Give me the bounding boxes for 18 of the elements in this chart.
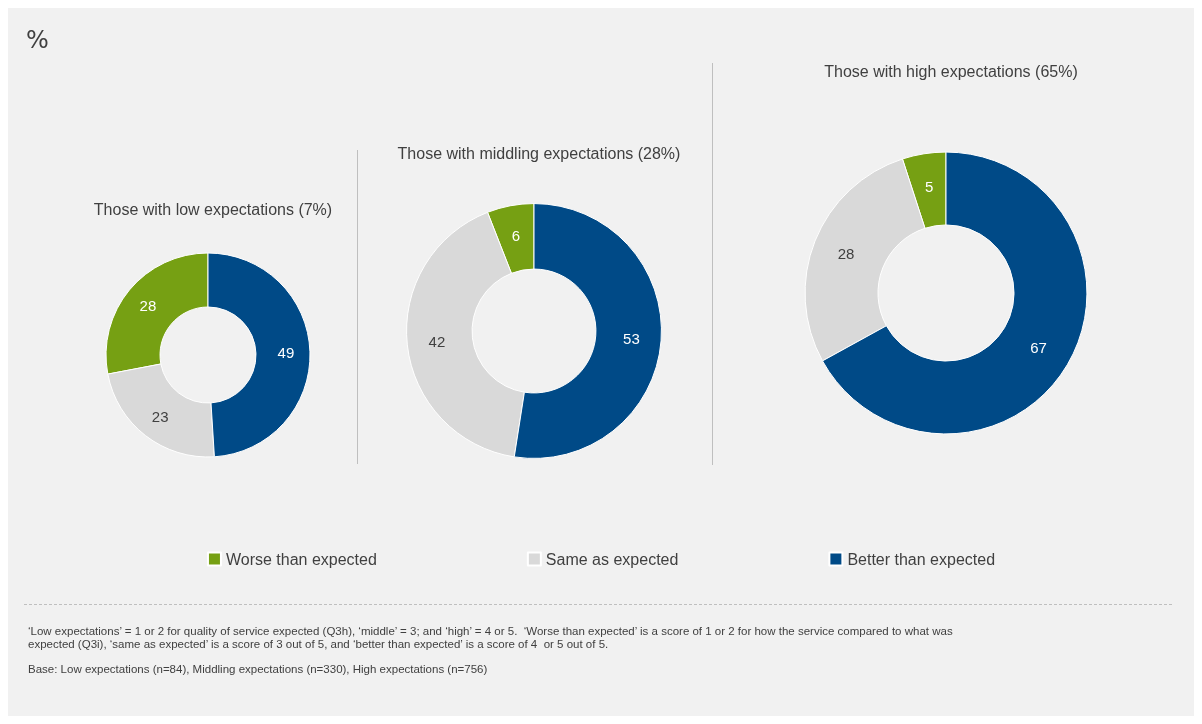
- data-label: 42: [428, 333, 446, 351]
- chart-title: Those with high expectations (65%): [824, 62, 1078, 80]
- chart-title: Those with middling expectations (28%): [397, 144, 681, 162]
- data-label: 28: [139, 296, 157, 314]
- legend-label: Better than expected: [847, 550, 996, 568]
- text: %: [26, 26, 49, 54]
- text: Base: Low expectations (n=84), Middling expectations (n=330), High expectations (n=756): [28, 662, 488, 675]
- data-label: 49: [277, 344, 295, 362]
- data-label: 5: [925, 178, 934, 196]
- data-label: 23: [151, 408, 169, 426]
- legend-label: Worse than expected: [225, 550, 377, 568]
- text: ‘Low expectations’ = 1 or 2 for quality of service expected (Q3h), ‘middle’ = 3; and ‘high’ = 4 or 5. ‘Worse than expected’ is a score of 1 or 2 for how the service compared to what was expected (Q3i), ‘same as expected’ is a score of 3 out of 5, and ‘better than expected’ is a score of 4 or 5 out of 5.: [28, 624, 956, 650]
- data-label: 6: [511, 226, 521, 244]
- data-label: 53: [623, 330, 640, 348]
- legend-label: Same as expected: [545, 550, 679, 568]
- data-label: 28: [837, 244, 855, 262]
- data-label: 67: [1030, 339, 1047, 357]
- chart-title: Those with low expectations (7%): [93, 200, 333, 218]
